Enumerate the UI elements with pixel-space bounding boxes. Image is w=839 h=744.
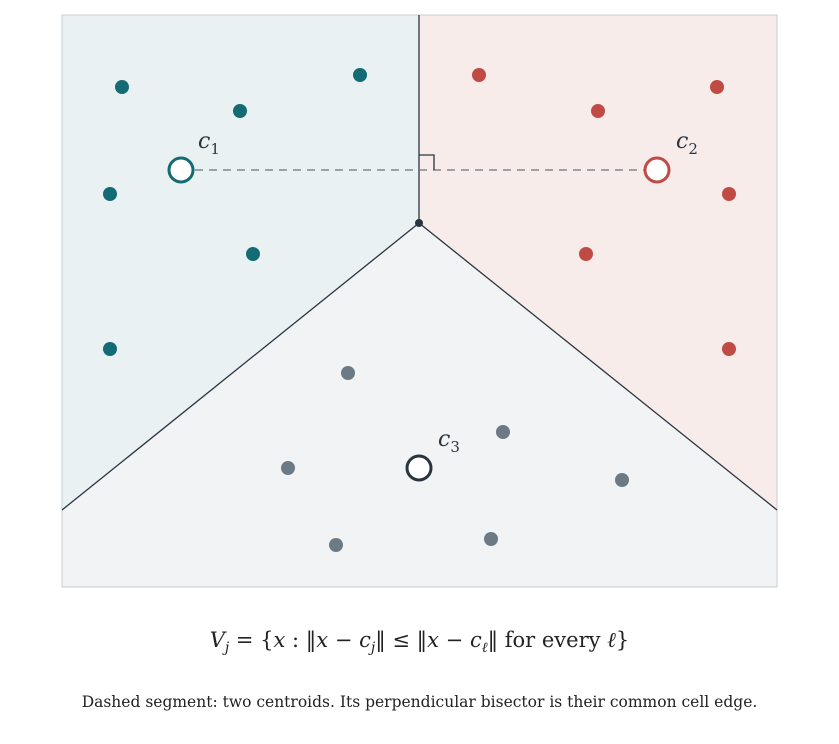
centroid-1-label: c1 — [198, 129, 220, 158]
cluster-2-points — [472, 68, 736, 356]
point — [710, 80, 724, 94]
point — [496, 425, 510, 439]
point — [281, 461, 295, 475]
cluster-1-points — [103, 68, 367, 356]
centroid-3-marker — [405, 454, 433, 482]
vertex-point — [415, 219, 423, 227]
point — [246, 247, 260, 261]
voronoi-diagram: c1 c2 c3 — [61, 14, 778, 588]
centroid-3-label: c3 — [438, 427, 460, 456]
point — [341, 366, 355, 380]
cluster-3-points — [281, 366, 629, 552]
region-cell-1 — [62, 15, 419, 510]
point — [353, 68, 367, 82]
centroid-2-label: c2 — [676, 129, 698, 158]
figure-caption: Dashed segment: two centroids. Its perpe… — [81, 693, 758, 711]
point — [722, 342, 736, 356]
centroid-2-marker — [643, 156, 671, 184]
point — [591, 104, 605, 118]
point — [484, 532, 498, 546]
point — [329, 538, 343, 552]
point — [103, 187, 117, 201]
right-angle-marker — [419, 154, 435, 170]
point — [722, 187, 736, 201]
region-cell-3 — [62, 223, 777, 587]
voronoi-cell-formula: Vj = {x : ‖x − cj‖ ≤ ‖x − cℓ‖ for every … — [209, 628, 630, 657]
centroid-1-marker — [167, 156, 195, 184]
point — [579, 247, 593, 261]
point — [115, 80, 129, 94]
cell-edge-1-3 — [61, 222, 420, 511]
point — [233, 104, 247, 118]
point — [615, 473, 629, 487]
point — [472, 68, 486, 82]
point — [103, 342, 117, 356]
cell-edge-2-3 — [418, 222, 778, 511]
region-cell-2 — [419, 15, 777, 510]
